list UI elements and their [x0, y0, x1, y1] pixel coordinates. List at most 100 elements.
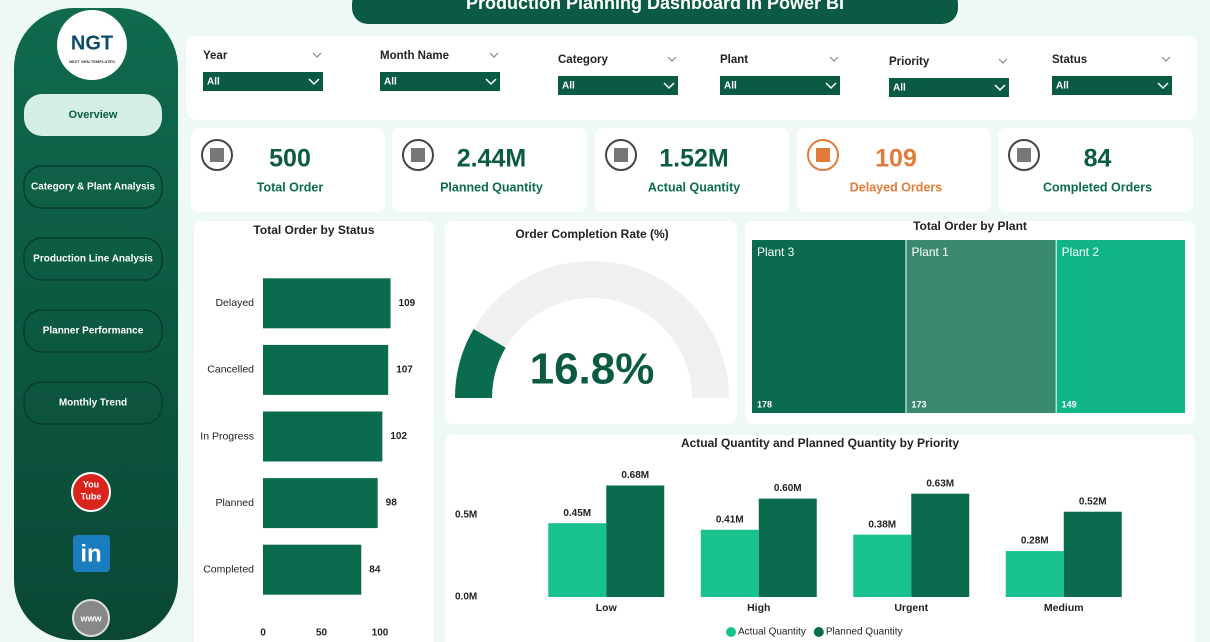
logo-text: NGT — [71, 32, 113, 54]
data-label: 109 — [399, 298, 416, 309]
kpi-icon — [1008, 139, 1040, 171]
youtube-text[interactable]: Tube — [81, 491, 102, 501]
youtube-icon[interactable] — [71, 472, 111, 512]
kpi-card — [392, 128, 587, 212]
kpi-value: 500 — [269, 145, 311, 173]
title-banner — [352, 0, 958, 24]
filter-label: Plant — [720, 54, 748, 66]
dropdown[interactable] — [558, 76, 678, 95]
chart-title: Total Order by Plant — [913, 219, 1027, 233]
kpi-icon — [402, 139, 434, 171]
data-label: 84 — [369, 564, 381, 575]
dropdown[interactable] — [380, 72, 500, 91]
dropdown-value[interactable]: All — [207, 77, 220, 88]
youtube-text[interactable]: You — [83, 479, 99, 489]
kpi-icon — [201, 139, 233, 171]
x-tick-label: 50 — [316, 628, 328, 639]
dropdown[interactable] — [889, 78, 1009, 97]
x-tick-label: Low — [596, 602, 618, 614]
dropdown-value[interactable]: All — [893, 83, 906, 94]
legend-swatch — [813, 627, 824, 637]
nav-button[interactable] — [23, 165, 163, 209]
kpi-label: Total Order — [257, 180, 324, 194]
kpi-icon-detail — [1017, 148, 1031, 162]
gauge-track — [455, 261, 729, 398]
filter-chevron — [667, 56, 677, 62]
nav-button[interactable] — [23, 237, 163, 281]
filter-label: Status — [1052, 54, 1087, 66]
bar — [853, 534, 912, 597]
y-tick-label: Completed — [203, 563, 254, 575]
filter-chevron — [489, 52, 499, 58]
web-icon[interactable] — [72, 599, 110, 637]
filter-panel — [186, 36, 1197, 120]
kpi-label: Completed Orders — [1043, 180, 1152, 194]
treemap-value: 178 — [757, 399, 772, 409]
filter-label: Priority — [889, 56, 930, 68]
legend-label: Actual Quantity — [738, 627, 806, 638]
bar — [1063, 511, 1122, 597]
nav-label[interactable]: Category & Plant Analysis — [31, 182, 156, 193]
chart-title: Total Order by Status — [253, 223, 374, 237]
chart-card — [445, 221, 737, 424]
treemap-cell — [906, 240, 1056, 413]
filter-chevron — [829, 56, 839, 62]
nav-label[interactable]: Monthly Trend — [59, 398, 127, 409]
kpi-icon-detail — [614, 148, 628, 162]
bar — [758, 498, 817, 597]
bar — [263, 544, 362, 595]
y-tick-label: 0.5M — [455, 510, 477, 521]
web-text[interactable]: www — [79, 613, 102, 623]
x-tick-label: 0 — [260, 628, 266, 639]
dropdown-chevron — [485, 78, 497, 86]
filter-label: Category — [558, 54, 608, 66]
bar — [263, 478, 378, 529]
nav-label[interactable]: Overview — [69, 109, 118, 121]
x-tick-label: Medium — [1044, 602, 1084, 614]
kpi-label: Planned Quantity — [440, 180, 543, 194]
treemap-cell — [1056, 240, 1185, 413]
kpi-value: 84 — [1084, 145, 1112, 173]
dropdown[interactable] — [1052, 76, 1172, 95]
nav-label[interactable]: Production Line Analysis — [33, 254, 153, 265]
y-tick-label: Planned — [215, 497, 254, 509]
x-tick-label: High — [747, 602, 770, 614]
treemap-label: Plant 1 — [912, 245, 950, 259]
kpi-icon-detail — [816, 148, 830, 162]
kpi-icon — [807, 139, 839, 171]
data-label: 0.52M — [1079, 496, 1107, 507]
data-label: 102 — [390, 431, 407, 442]
dropdown-chevron — [994, 84, 1006, 92]
bar — [263, 278, 391, 329]
y-tick-label: 0.0M — [455, 592, 477, 603]
y-tick-label: In Progress — [200, 430, 254, 442]
nav-button-active[interactable] — [24, 94, 162, 136]
nav-button[interactable] — [23, 381, 163, 425]
dropdown-value[interactable]: All — [724, 81, 737, 92]
data-label: 0.38M — [868, 519, 896, 530]
nav-button[interactable] — [23, 309, 163, 353]
bar — [263, 411, 383, 462]
treemap-value: 149 — [1062, 399, 1077, 409]
nav-label[interactable]: Planner Performance — [43, 326, 144, 337]
dropdown[interactable] — [720, 76, 840, 95]
gauge-value: 16.8% — [530, 345, 655, 394]
legend-swatch — [726, 627, 736, 637]
kpi-icon — [605, 139, 637, 171]
kpi-card — [998, 128, 1193, 212]
logo-subtitle: NEXT GEN TEMPLATES — [69, 59, 115, 64]
dropdown-value[interactable]: All — [562, 81, 575, 92]
dropdown-chevron — [308, 78, 320, 86]
linkedin-icon[interactable] — [73, 535, 110, 572]
dropdown[interactable] — [203, 72, 323, 91]
treemap-label: Plant 3 — [757, 245, 795, 259]
dropdown-value[interactable]: All — [384, 77, 397, 88]
linkedin-text[interactable]: in — [80, 540, 101, 567]
data-label: 0.68M — [621, 470, 649, 481]
bar — [263, 344, 389, 395]
dropdown-value[interactable]: All — [1056, 81, 1069, 92]
bar — [911, 493, 970, 597]
data-label: 0.60M — [774, 483, 802, 494]
chart-title: Actual Quantity and Planned Quantity by … — [681, 436, 959, 450]
